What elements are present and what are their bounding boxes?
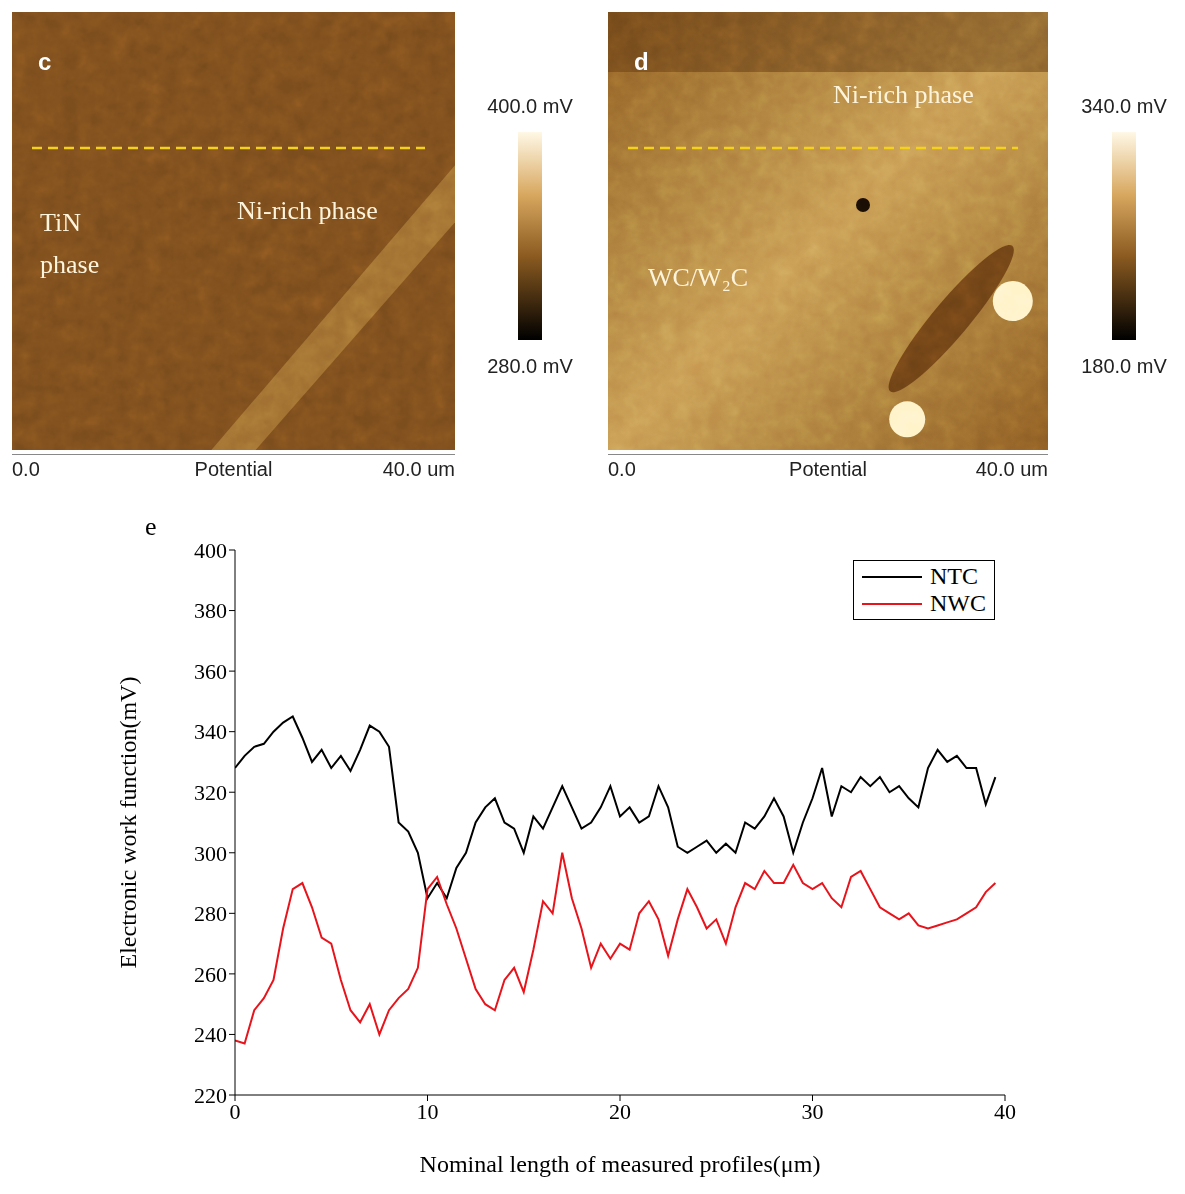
html-text:180.0 mV: 180.0 mV <box>1081 354 1167 377</box>
svg-text:380: 380 <box>194 598 227 623</box>
svg-text:10: 10 <box>417 1099 439 1124</box>
svg-text:260: 260 <box>194 962 227 987</box>
svg-text:30: 30 <box>802 1099 824 1124</box>
html-text:TiN phase: TiN phase <box>40 208 100 279</box>
html-text:280.0 mV: 280.0 mV <box>487 354 573 377</box>
svg-text:220: 220 <box>194 1083 227 1108</box>
html-text:Potential: Potential <box>789 458 867 480</box>
html-text:e: e <box>145 512 157 541</box>
html-text:0.0: 0.0 <box>12 458 40 480</box>
svg-text:Nominal length of measured pro: Nominal length of measured profiles(μm) <box>420 1151 821 1177</box>
html-text:40.0 um: 40.0 um <box>382 458 455 480</box>
svg-text:Electronic work function(mV): Electronic work function(mV) <box>115 677 141 969</box>
html-text:40.0 um: 40.0 um <box>975 458 1048 480</box>
html-text:Ni-rich phase: Ni-rich phase <box>237 196 378 225</box>
html-text:c: c <box>38 48 52 75</box>
html-text:d: d <box>634 48 649 75</box>
html-text:Potential: Potential <box>194 458 273 480</box>
svg-text:280: 280 <box>194 901 227 926</box>
html-text:400.0 mV: 400.0 mV <box>487 94 573 117</box>
html-text:NTC: NTC <box>930 563 978 589</box>
svg-text:400: 400 <box>194 538 227 563</box>
svg-text:320: 320 <box>194 780 227 805</box>
html-text:Ni-rich phase: Ni-rich phase <box>833 80 974 109</box>
svg-text:20: 20 <box>609 1099 631 1124</box>
html-text:NWC: NWC <box>930 590 986 616</box>
html-text:0.0: 0.0 <box>608 458 636 480</box>
svg-text:360: 360 <box>194 659 227 684</box>
svg-text:240: 240 <box>194 1022 227 1047</box>
svg-text:40: 40 <box>994 1099 1016 1124</box>
svg-text:340: 340 <box>194 719 227 744</box>
html-text:340.0 mV: 340.0 mV <box>1081 94 1167 117</box>
svg-text:300: 300 <box>194 841 227 866</box>
svg-text:0: 0 <box>230 1099 241 1124</box>
html-text:WC/W₂C: WC/W₂C <box>648 263 749 292</box>
